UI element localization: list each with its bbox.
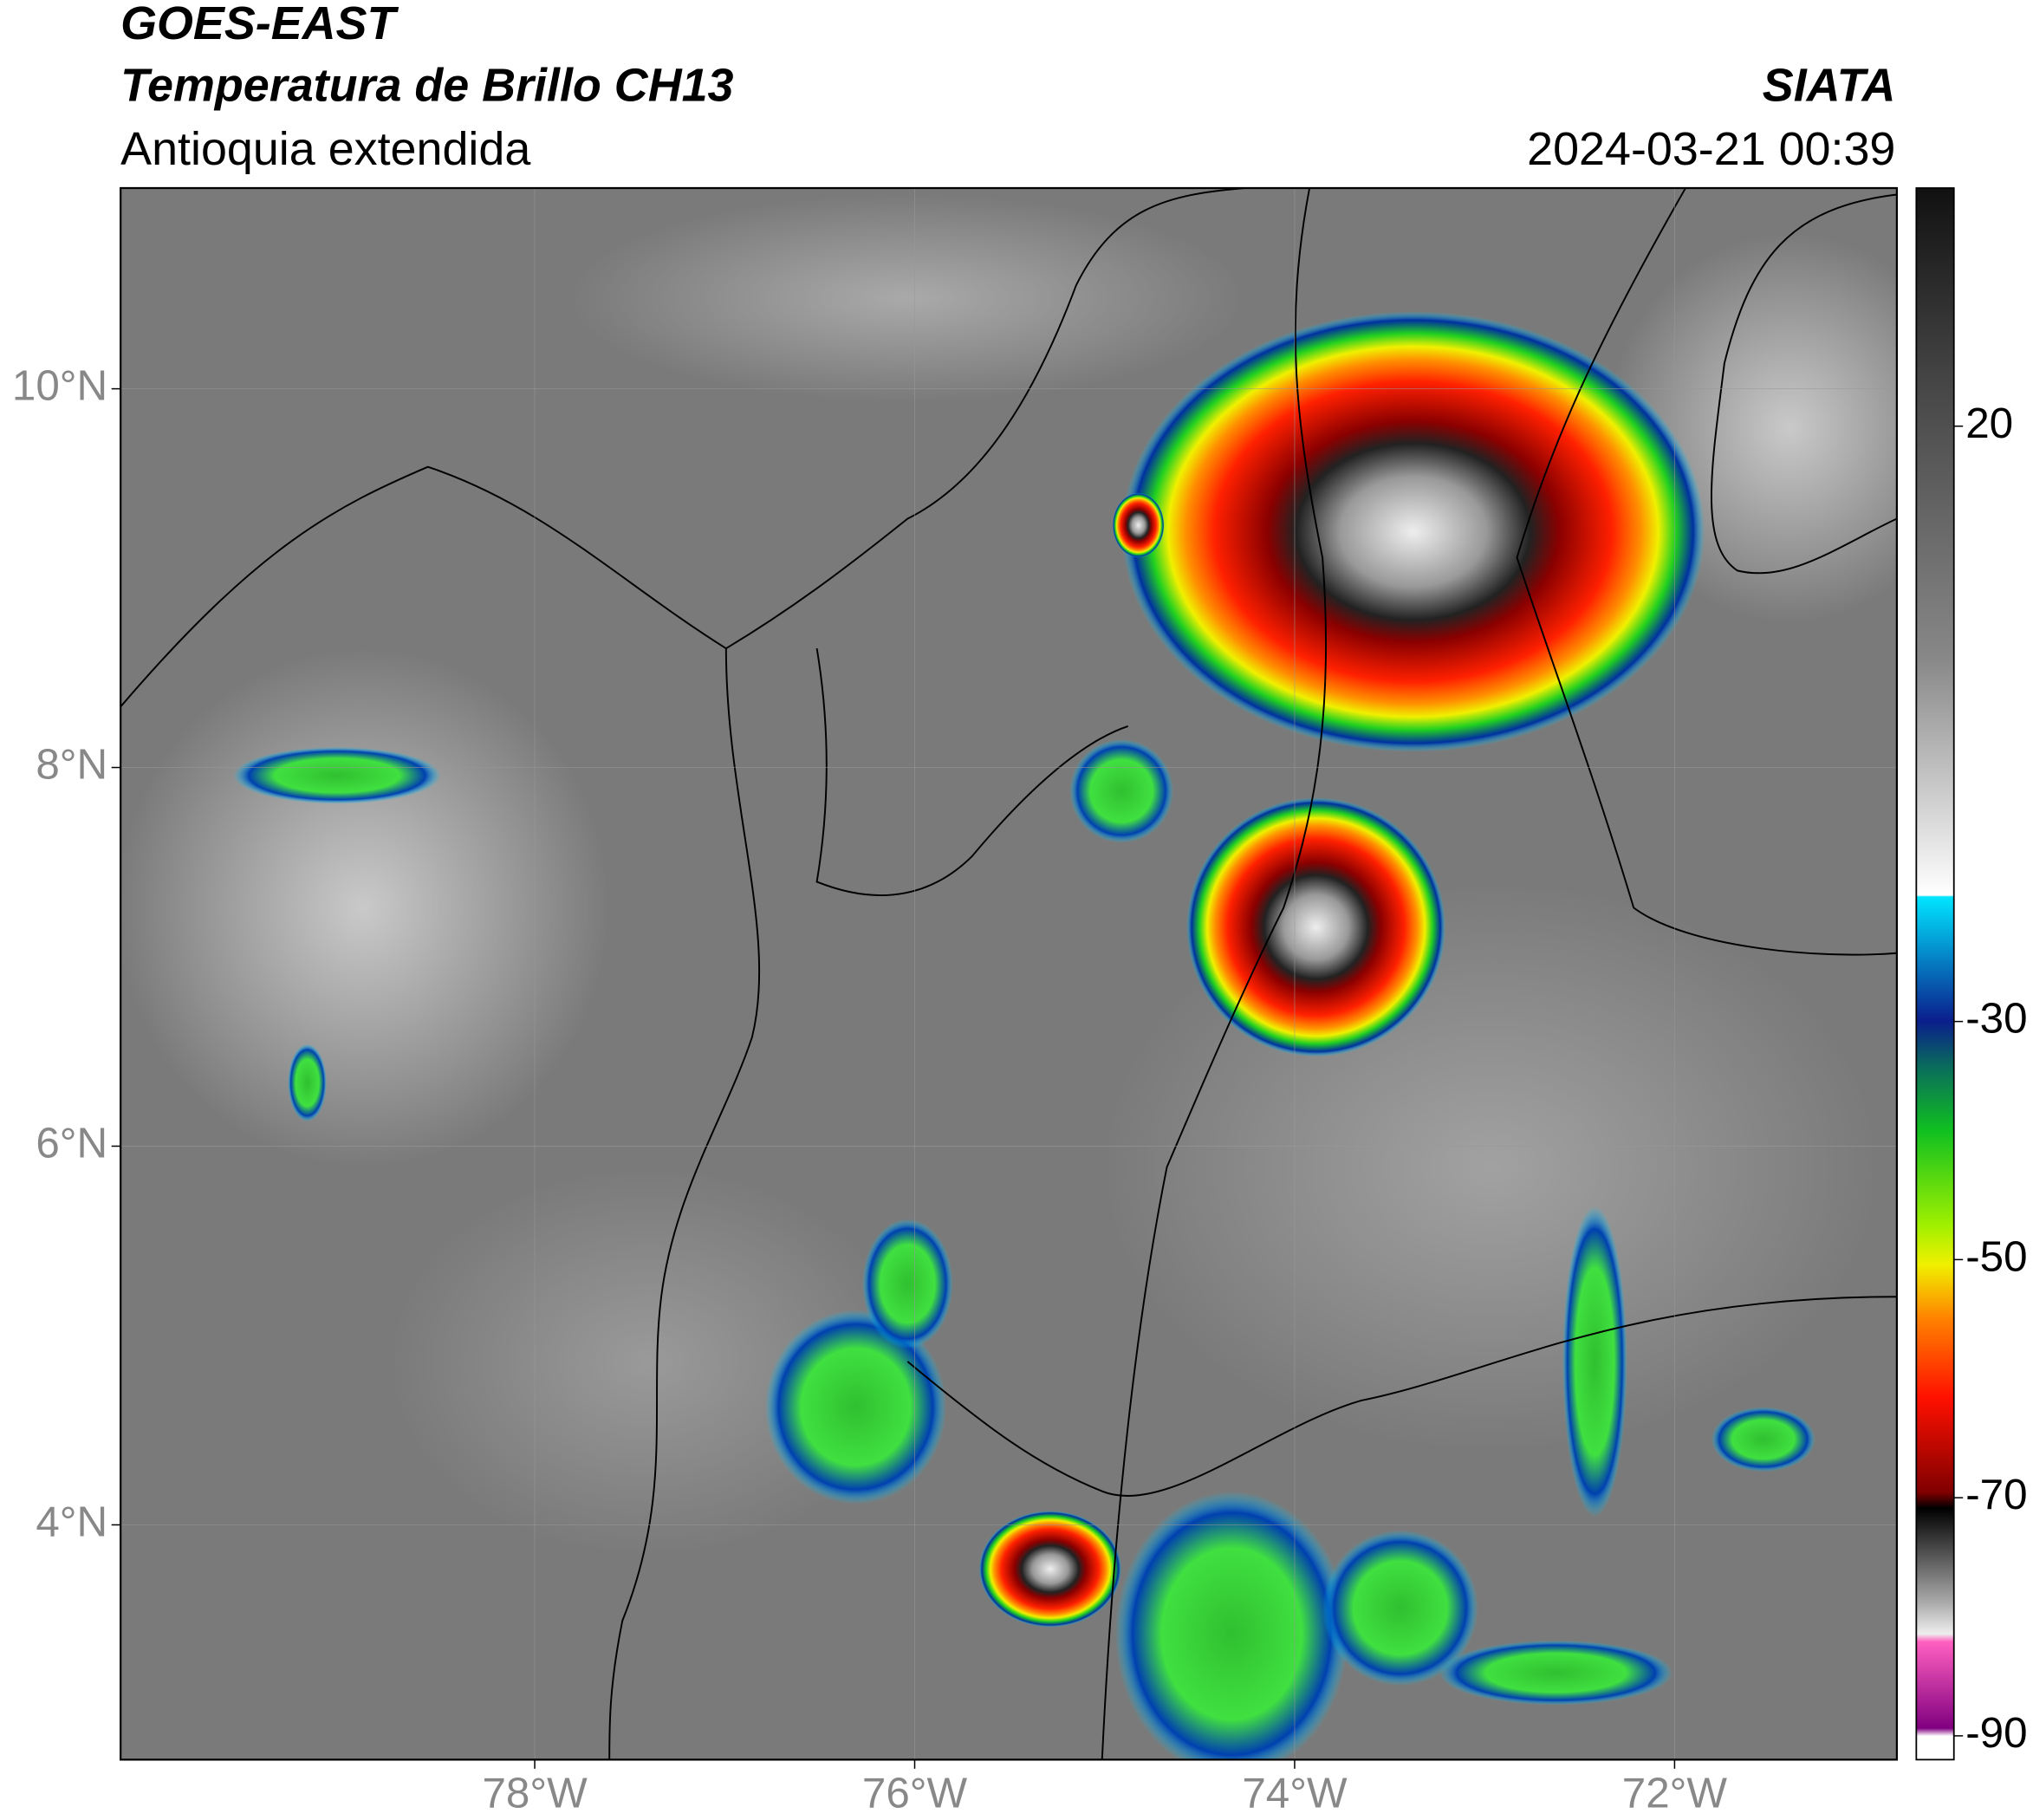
region: Antioquia extendida xyxy=(120,123,530,175)
satellite-image xyxy=(120,188,1897,1760)
x-tick-label: 74°W xyxy=(1242,1769,1348,1817)
source: SIATA xyxy=(1763,60,1896,112)
colorbar xyxy=(1915,187,1955,1761)
borders xyxy=(120,188,1897,1760)
subtitle: Temperatura de Brillo CH13 xyxy=(120,60,733,112)
y-tick-label: 4°N xyxy=(36,1498,107,1546)
colorbar-tick-label: -70 xyxy=(1965,1471,2027,1518)
datetime: 2024-03-21 00:39 xyxy=(1527,123,1895,175)
y-tick-label: 6°N xyxy=(36,1120,107,1167)
x-tick-label: 78°W xyxy=(482,1769,588,1817)
map-frame xyxy=(120,186,1899,1761)
x-tick-label: 76°W xyxy=(862,1769,968,1817)
y-tick-label: 10°N xyxy=(12,362,107,410)
y-tick-label: 8°N xyxy=(36,741,107,789)
colorbar-tick-label: 20 xyxy=(1965,400,2013,447)
colorbar-tick-label: -50 xyxy=(1965,1232,2027,1280)
colorbar-tick-label: -90 xyxy=(1965,1709,2027,1757)
title: GOES-EAST xyxy=(120,0,399,49)
grid xyxy=(120,188,1897,1760)
colorbar-tick-label: -30 xyxy=(1965,995,2027,1043)
x-tick-label: 72°W xyxy=(1622,1769,1728,1817)
